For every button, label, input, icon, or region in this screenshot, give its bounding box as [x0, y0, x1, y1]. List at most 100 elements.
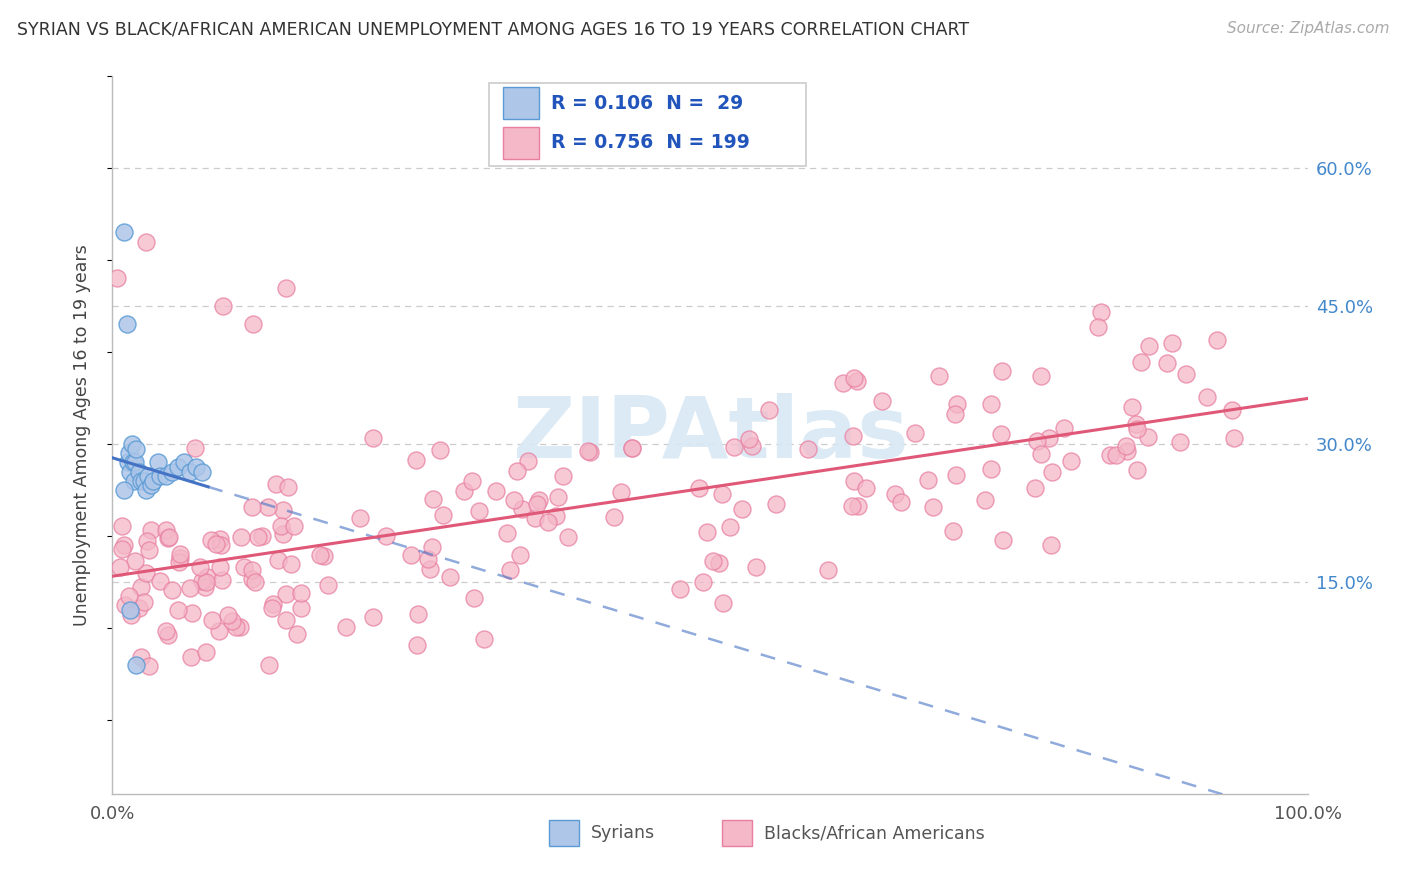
Point	[745, 560, 768, 574]
Point	[797, 442, 820, 456]
Point	[765, 497, 787, 511]
Point	[408, 607, 430, 622]
Point	[200, 533, 222, 547]
Point	[181, 606, 204, 620]
Point	[120, 603, 142, 617]
Point	[991, 364, 1014, 378]
Point	[229, 530, 252, 544]
Point	[242, 318, 264, 332]
Point	[419, 562, 441, 576]
Point	[262, 601, 284, 615]
Point	[416, 552, 439, 566]
Point	[758, 402, 780, 417]
Point	[621, 442, 644, 456]
Point	[195, 570, 218, 584]
Point	[271, 503, 294, 517]
Point	[842, 371, 865, 385]
Point	[1197, 390, 1219, 404]
Point	[335, 620, 357, 634]
Point	[290, 586, 312, 600]
Point	[842, 429, 865, 443]
Point	[1161, 335, 1184, 350]
Point	[499, 563, 522, 577]
Point	[135, 566, 157, 581]
Point	[167, 555, 190, 569]
Point	[169, 550, 191, 565]
Point	[1222, 431, 1244, 445]
Point	[429, 443, 451, 458]
Point	[422, 540, 444, 554]
Point	[1137, 430, 1160, 444]
Point	[702, 553, 724, 567]
Point	[472, 632, 495, 646]
Point	[817, 563, 839, 577]
Point	[1126, 463, 1149, 477]
Point	[209, 533, 232, 547]
Point	[139, 478, 162, 492]
Point	[1206, 333, 1229, 347]
FancyBboxPatch shape	[489, 83, 806, 166]
Point	[831, 376, 853, 391]
Point	[942, 524, 965, 539]
Point	[229, 620, 252, 634]
Point	[439, 570, 461, 584]
Point	[162, 465, 183, 479]
Point	[544, 509, 567, 524]
Point	[280, 557, 302, 571]
Point	[128, 465, 150, 479]
Point	[309, 548, 332, 562]
Point	[579, 445, 602, 459]
Point	[503, 492, 526, 507]
Point	[990, 426, 1012, 441]
Point	[884, 487, 907, 501]
Point	[211, 573, 233, 587]
Point	[1156, 356, 1178, 370]
Point	[246, 530, 269, 544]
Point	[124, 554, 146, 568]
Point	[1038, 431, 1060, 445]
Point	[132, 595, 155, 609]
Point	[122, 474, 145, 488]
Point	[980, 461, 1002, 475]
Point	[557, 530, 579, 544]
Point	[945, 408, 967, 422]
Point	[928, 369, 950, 384]
Point	[890, 495, 912, 509]
Point	[276, 280, 298, 294]
Point	[156, 531, 179, 545]
Point	[131, 580, 153, 594]
Point	[991, 533, 1014, 548]
Point	[1115, 439, 1137, 453]
Point	[205, 537, 228, 551]
Point	[461, 474, 484, 488]
Point	[526, 497, 548, 511]
Point	[524, 511, 547, 525]
Point	[111, 519, 134, 533]
Point	[547, 490, 569, 504]
Point	[276, 613, 298, 627]
Point	[184, 441, 207, 455]
Point	[1098, 448, 1121, 462]
Point	[240, 500, 263, 514]
Point	[132, 474, 155, 488]
Point	[121, 437, 143, 451]
Point	[921, 500, 943, 514]
Point	[1090, 305, 1112, 319]
Point	[1024, 481, 1046, 495]
Text: Syrians: Syrians	[591, 824, 655, 842]
Point	[1137, 339, 1160, 353]
Point	[167, 460, 190, 475]
Point	[602, 509, 624, 524]
Point	[211, 299, 233, 313]
Point	[1087, 319, 1109, 334]
Point	[209, 560, 232, 574]
Point	[711, 596, 734, 610]
Point	[1025, 434, 1047, 448]
Point	[917, 473, 939, 487]
Point	[405, 452, 427, 467]
Bar	[548, 821, 579, 846]
Point	[709, 556, 731, 570]
Point	[904, 426, 927, 441]
Point	[191, 574, 214, 588]
Point	[1115, 444, 1137, 458]
